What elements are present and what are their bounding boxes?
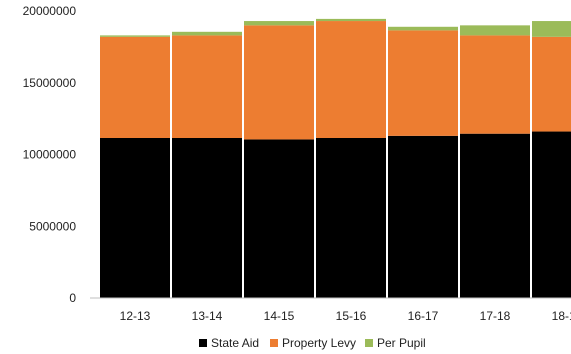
y-tick-label: 5000000	[29, 219, 76, 233]
x-tick-label: 17-18	[480, 309, 511, 323]
bar-segment-state-aid	[316, 137, 386, 298]
bar-segment-per-pupil	[316, 18, 386, 22]
bar-segment-per-pupil	[172, 31, 242, 36]
bar-segment-per-pupil	[460, 25, 530, 36]
x-tick-label: 16-17	[408, 309, 439, 323]
x-tick-label: 12-13	[120, 309, 151, 323]
bar-segment-property-levy	[388, 30, 458, 136]
legend-item-state-aid: State Aid	[199, 336, 259, 350]
x-axis-labels: 12-13 13-14 14-15 15-16 16-17 17-18 18-19	[120, 309, 571, 323]
y-tick-label: 0	[69, 291, 76, 305]
y-tick-label: 15000000	[23, 76, 77, 90]
y-tick-label: 20000000	[23, 4, 77, 18]
bar-segment-property-levy	[532, 36, 571, 132]
x-tick-label: 18-19	[552, 309, 571, 323]
bar-segment-state-aid	[532, 131, 571, 298]
bar-segment-state-aid	[100, 137, 170, 298]
legend-item-per-pupil: Per Pupil	[365, 336, 426, 350]
bar-segment-per-pupil	[100, 35, 170, 37]
legend-label: Per Pupil	[377, 336, 426, 350]
x-tick-label: 15-16	[336, 309, 367, 323]
legend-label: Property Levy	[282, 336, 356, 350]
bar-segment-per-pupil	[388, 26, 458, 31]
bar-segment-state-aid	[460, 133, 530, 298]
legend-label: State Aid	[211, 336, 259, 350]
y-axis: 0 5000000 10000000 15000000 20000000	[23, 4, 77, 305]
bars	[100, 18, 571, 298]
bar-segment-state-aid	[172, 137, 242, 298]
bar-segment-state-aid	[388, 135, 458, 298]
legend-swatch	[365, 339, 373, 347]
legend: State Aid Property Levy Per Pupil	[199, 336, 426, 350]
legend-swatch	[270, 339, 278, 347]
x-tick-label: 13-14	[192, 309, 223, 323]
bar-segment-property-levy	[460, 35, 530, 134]
y-tick-label: 10000000	[23, 148, 77, 162]
bar-segment-per-pupil	[244, 21, 314, 26]
bar-segment-per-pupil	[532, 21, 571, 37]
bar-segment-property-levy	[100, 36, 170, 138]
bar-segment-property-levy	[172, 35, 242, 138]
legend-swatch	[199, 339, 207, 347]
bar-segment-property-levy	[316, 21, 386, 138]
x-tick-label: 14-15	[264, 309, 295, 323]
legend-item-property-levy: Property Levy	[270, 336, 356, 350]
bar-segment-property-levy	[244, 25, 314, 140]
bar-segment-state-aid	[244, 139, 314, 298]
